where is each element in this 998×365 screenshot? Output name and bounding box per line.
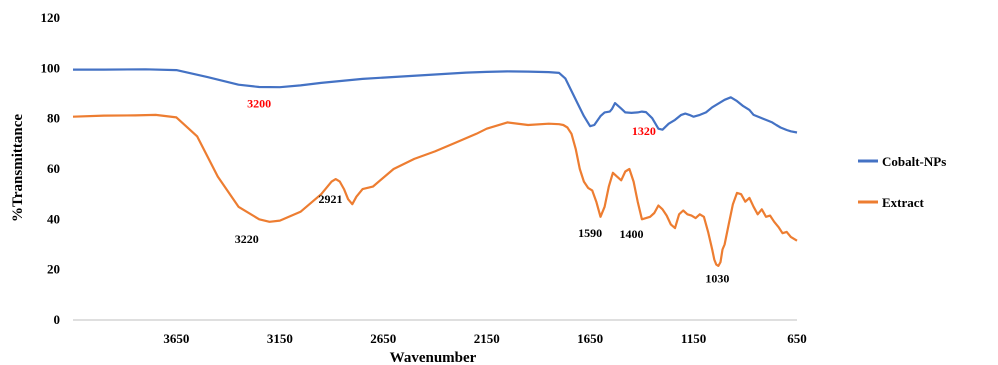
- y-axis-ticks: 0 20 40 60 80 100 120: [41, 10, 61, 327]
- x-tick-label: 2150: [474, 331, 500, 346]
- series-line-cobalt-nps: [73, 68, 798, 134]
- peak-label-1590: 1590: [578, 226, 602, 240]
- peak-label-1030: 1030: [705, 271, 729, 285]
- y-tick-label: 80: [47, 111, 60, 126]
- peak-label-2921: 2921: [319, 192, 343, 206]
- x-tick-label: 3650: [163, 331, 189, 346]
- x-axis-ticks: 3650 3150 2650 2150 1650 1150 650: [163, 331, 806, 346]
- y-tick-label: 120: [41, 10, 61, 25]
- y-tick-label: 60: [47, 161, 60, 176]
- legend-label-cobalt-nps: Cobalt-NPs: [882, 154, 946, 169]
- legend: Cobalt-NPs Extract: [858, 154, 946, 210]
- peak-label-1400: 1400: [620, 227, 644, 241]
- y-tick-label: 20: [47, 262, 60, 277]
- x-axis-title: Wavenumber: [390, 350, 477, 365]
- peak-label-3220: 3220: [235, 232, 259, 246]
- peak-label-1320: 1320: [632, 124, 656, 138]
- y-tick-label: 100: [41, 60, 61, 75]
- x-tick-label: 650: [787, 331, 807, 346]
- y-axis-title: %Transmittance: [10, 114, 26, 222]
- legend-label-extract: Extract: [882, 195, 925, 210]
- y-tick-label: 0: [54, 312, 61, 327]
- y-tick-label: 40: [47, 211, 60, 226]
- series-line-extract: [72, 113, 798, 267]
- x-tick-label: 1650: [577, 331, 603, 346]
- x-tick-label: 3150: [267, 331, 293, 346]
- peak-label-3200: 3200: [247, 96, 271, 110]
- x-tick-label: 2650: [370, 331, 396, 346]
- series-layer: [72, 68, 798, 267]
- peak-annotations: 3200 1320 3220 2921 1590 1400 1030: [235, 96, 730, 285]
- x-tick-label: 1150: [681, 331, 706, 346]
